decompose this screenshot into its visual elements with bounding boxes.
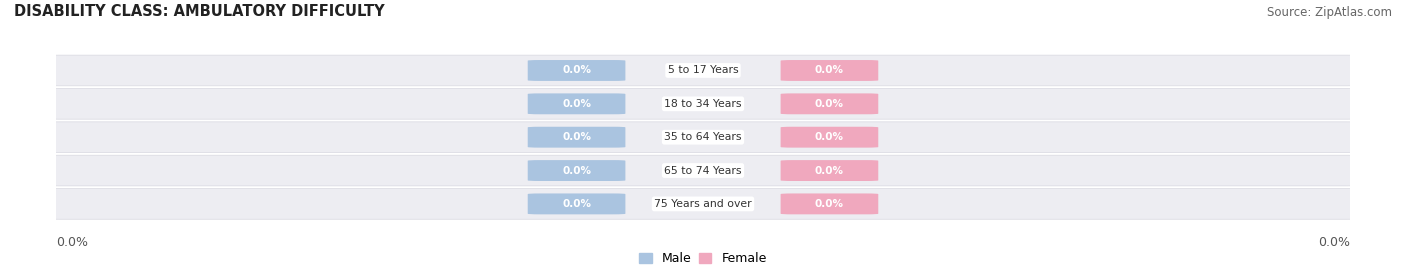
Text: 0.0%: 0.0% xyxy=(56,236,89,249)
FancyBboxPatch shape xyxy=(527,127,626,148)
FancyBboxPatch shape xyxy=(527,193,626,214)
FancyBboxPatch shape xyxy=(44,55,1362,86)
FancyBboxPatch shape xyxy=(780,60,879,81)
Text: 0.0%: 0.0% xyxy=(815,199,844,209)
Text: 0.0%: 0.0% xyxy=(562,99,591,109)
FancyBboxPatch shape xyxy=(527,160,626,181)
FancyBboxPatch shape xyxy=(780,127,879,148)
FancyBboxPatch shape xyxy=(44,89,1362,119)
Text: 18 to 34 Years: 18 to 34 Years xyxy=(664,99,742,109)
FancyBboxPatch shape xyxy=(780,193,879,214)
FancyBboxPatch shape xyxy=(527,93,626,114)
Text: 65 to 74 Years: 65 to 74 Years xyxy=(664,165,742,176)
Text: 35 to 64 Years: 35 to 64 Years xyxy=(664,132,742,142)
Text: 0.0%: 0.0% xyxy=(562,199,591,209)
Text: 0.0%: 0.0% xyxy=(815,132,844,142)
FancyBboxPatch shape xyxy=(44,122,1362,153)
FancyBboxPatch shape xyxy=(780,160,879,181)
FancyBboxPatch shape xyxy=(780,93,879,114)
FancyBboxPatch shape xyxy=(527,60,626,81)
Text: 75 Years and over: 75 Years and over xyxy=(654,199,752,209)
Text: 0.0%: 0.0% xyxy=(815,99,844,109)
Text: 5 to 17 Years: 5 to 17 Years xyxy=(668,65,738,76)
FancyBboxPatch shape xyxy=(44,189,1362,219)
Text: Source: ZipAtlas.com: Source: ZipAtlas.com xyxy=(1267,6,1392,19)
Text: 0.0%: 0.0% xyxy=(1317,236,1350,249)
FancyBboxPatch shape xyxy=(44,155,1362,186)
Legend: Male, Female: Male, Female xyxy=(637,250,769,268)
Text: 0.0%: 0.0% xyxy=(562,65,591,76)
Text: 0.0%: 0.0% xyxy=(562,132,591,142)
Text: 0.0%: 0.0% xyxy=(562,165,591,176)
Text: DISABILITY CLASS: AMBULATORY DIFFICULTY: DISABILITY CLASS: AMBULATORY DIFFICULTY xyxy=(14,4,385,19)
Text: 0.0%: 0.0% xyxy=(815,165,844,176)
Text: 0.0%: 0.0% xyxy=(815,65,844,76)
